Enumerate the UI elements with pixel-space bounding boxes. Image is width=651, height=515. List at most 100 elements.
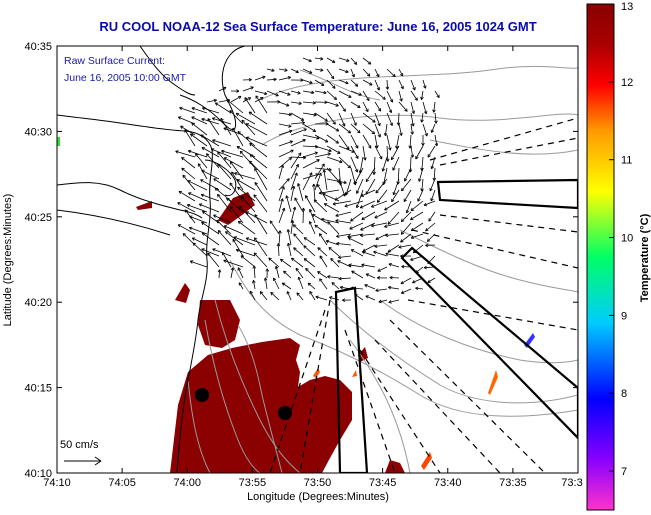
current-vector	[377, 266, 388, 272]
current-vector	[430, 123, 436, 133]
current-vector	[278, 101, 290, 107]
current-vector	[423, 200, 436, 207]
colorbar-ticks: 13 12 11 10 9 8 7	[609, 1, 633, 478]
sst-pixel-small-2	[352, 370, 357, 377]
current-vector	[220, 117, 232, 136]
current-vector	[212, 248, 232, 257]
current-vector	[387, 211, 400, 225]
current-vector	[350, 112, 357, 126]
scale-arrow	[64, 456, 102, 466]
current-vector	[386, 112, 393, 126]
current-vector	[430, 189, 436, 202]
current-vector	[381, 156, 388, 172]
contour-line	[204, 319, 261, 473]
current-vector	[314, 79, 325, 86]
current-vector	[410, 255, 424, 261]
current-vector	[295, 267, 304, 279]
current-vector	[374, 79, 380, 91]
current-vector	[388, 299, 400, 304]
current-vector	[326, 145, 341, 154]
colorbar-tick-label: 11	[621, 155, 632, 167]
current-vector	[326, 68, 335, 80]
current-vector	[314, 68, 324, 72]
current-vector	[252, 265, 257, 279]
current-vector	[201, 147, 220, 158]
chart-title: RU COOL NOAA-12 Sea Surface Temperature:…	[99, 19, 536, 34]
current-vector	[216, 219, 232, 235]
contour-line	[429, 139, 578, 155]
current-vector	[322, 169, 328, 191]
current-vector	[317, 271, 328, 279]
current-vector	[249, 290, 256, 301]
current-vector	[226, 99, 244, 114]
x-tick-label: 73:55	[239, 477, 267, 489]
current-vector	[223, 157, 244, 169]
current-vector	[229, 110, 244, 125]
current-vector	[248, 111, 268, 125]
current-vector	[296, 292, 304, 301]
current-vector	[384, 222, 400, 228]
current-vector	[281, 282, 292, 290]
current-vector	[187, 180, 208, 191]
current-vector	[178, 190, 196, 202]
contour-line	[379, 299, 578, 364]
contour-line	[187, 379, 211, 473]
colorbar	[586, 3, 615, 511]
current-vector	[198, 203, 220, 213]
current-vector	[355, 189, 364, 209]
current-vector	[339, 285, 352, 290]
current-vector	[291, 257, 304, 268]
current-vector	[362, 145, 367, 161]
contour-line	[299, 69, 381, 101]
current-vector	[191, 122, 208, 136]
current-vector	[400, 288, 412, 294]
current-vector	[323, 203, 340, 213]
colorbar-tick-label: 7	[621, 466, 627, 478]
current-vector	[362, 90, 370, 102]
current-vector	[420, 90, 424, 100]
current-vector	[290, 68, 299, 74]
current-vector	[290, 101, 302, 106]
current-vector	[259, 291, 268, 301]
current-vector	[290, 152, 302, 169]
current-vector	[245, 123, 268, 136]
current-vector	[317, 247, 328, 257]
current-vector	[254, 97, 264, 103]
current-vector	[410, 233, 424, 239]
current-vector	[188, 192, 208, 202]
current-vector	[190, 133, 208, 147]
current-vector	[372, 156, 376, 175]
dashed-beam-line	[439, 137, 578, 166]
current-vector	[403, 189, 412, 202]
current-vector	[410, 101, 415, 114]
current-vector	[181, 157, 196, 169]
current-vector	[374, 68, 380, 78]
dashed-beam-line	[374, 339, 501, 473]
radar-beams	[334, 178, 578, 473]
current-vector	[191, 116, 208, 125]
current-vector	[386, 68, 396, 78]
current-vector	[290, 121, 305, 125]
current-vector	[189, 260, 208, 268]
current-vector	[405, 200, 412, 214]
current-vector	[177, 202, 196, 213]
current-vector	[278, 123, 292, 128]
current-vector	[312, 183, 316, 202]
current-vector	[360, 189, 376, 197]
current-vector	[326, 101, 339, 107]
current-vector	[410, 90, 418, 101]
sst-patch-inner	[198, 300, 240, 348]
current-vector	[201, 169, 220, 180]
current-vector	[319, 278, 328, 290]
current-vector	[362, 79, 373, 86]
coastline-shore	[57, 209, 171, 236]
current-vector	[283, 270, 292, 279]
current-vector	[314, 163, 325, 180]
current-vector	[226, 197, 244, 213]
current-vector	[321, 217, 340, 224]
current-vector	[278, 129, 293, 136]
station-dot-2	[278, 406, 292, 420]
current-vector	[376, 189, 388, 203]
current-vector	[266, 68, 275, 72]
current-vector	[338, 156, 351, 169]
